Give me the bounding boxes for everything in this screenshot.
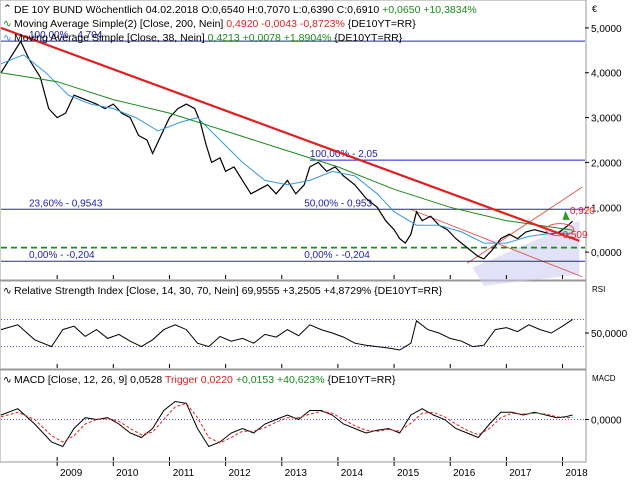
- sma200-values: 0,4920 -0,0043 -0,8723%: [226, 18, 345, 30]
- highlight-ellipse: [545, 223, 575, 237]
- header-change: +0,0650 +10,3834%: [382, 4, 477, 16]
- price-y-tick-label: 2,0000: [591, 158, 622, 169]
- fib-level-label: 50,00% - 0,953: [304, 198, 372, 209]
- sma200-line: [0, 72, 573, 231]
- x-tick-label: 2018: [565, 468, 588, 479]
- sma38-icon: ∿: [3, 32, 12, 44]
- macd-line: [0, 400, 573, 448]
- channel-line-upper: [466, 186, 583, 264]
- svg-text:Moving Average Simple [Close,: Moving Average Simple [Close, 38, Nein] …: [14, 32, 403, 44]
- macd-axis-label: MACD: [592, 374, 616, 383]
- price-label: 0,920: [570, 206, 595, 217]
- sma200-icon: ∿: [3, 18, 12, 30]
- x-tick-label: 2017: [509, 468, 532, 479]
- symbol-title: DE 10Y BUND Wöchentlich: [14, 4, 143, 16]
- macd-panel: 0,0000: [0, 400, 622, 448]
- downtrend-line: [0, 26, 580, 242]
- rsi-icon: ∿: [3, 285, 12, 297]
- macd-panel-frame: [0, 369, 587, 463]
- x-tick-label: 2015: [397, 468, 420, 479]
- sma38-values: 0,4213 +0,0078 +1,8904%: [208, 32, 332, 44]
- x-tick-label: 2011: [173, 468, 195, 479]
- fib-level-label: 23,60% - 0,9543: [29, 198, 103, 209]
- macd-tag: {DE10YT=RR}: [327, 374, 395, 386]
- rsi-panel-frame: [0, 280, 587, 370]
- macd-change: +0,0153 +40,623%: [236, 374, 325, 386]
- price-line: [0, 40, 574, 260]
- macd-trigger: Trigger 0,0220: [165, 374, 233, 386]
- x-tick-label: 2016: [453, 468, 476, 479]
- channel-shade: [472, 220, 580, 286]
- currency-symbol: €: [592, 4, 597, 14]
- macd-title: MACD [Close, 12, 26, 9] 0,0528: [14, 374, 162, 386]
- rsi-line: [0, 318, 573, 351]
- price-panel: 0,0000 1,0000 2,0000 3,0000 4,0000 5,0000 100,…: [0, 24, 622, 286]
- price-y-tick-label: 4,0000: [591, 69, 622, 80]
- sma200-label: Moving Average Simple(2) [Close, 200, Ne…: [14, 18, 223, 30]
- chevron-icon: ⌃: [3, 3, 12, 15]
- macd-header: ∿ MACD [Close, 12, 26, 9] 0,0528 Trigger…: [3, 374, 616, 386]
- price-y-tick-label: 0,0000: [591, 248, 622, 259]
- sma38-line: [0, 54, 573, 244]
- fib-level-label: 0,00% - -0,204: [304, 250, 370, 261]
- header-date: 04.02.2018: [146, 4, 199, 16]
- svg-text:Moving Average Simple(2) [Clos: Moving Average Simple(2) [Close, 200, Ne…: [14, 18, 416, 30]
- x-axis: 2009 2010 2011 2012 2013 2014 2015 2016 2017 2018: [56, 275, 588, 479]
- x-tick-label: 2009: [60, 468, 83, 479]
- price-y-tick-label: 3,0000: [591, 114, 622, 125]
- x-tick-label: 2013: [285, 468, 308, 479]
- trigger-line: [0, 402, 573, 444]
- svg-text:MACD [Close, 12, 26, 9] 0,0528: MACD [Close, 12, 26, 9] 0,0528 Trigger 0…: [14, 374, 396, 386]
- rsi-header: ∿ Relative Strength Index [Close, 14, 30…: [3, 285, 605, 297]
- price-header: ⌃ DE 10Y BUND Wöchentlich 04.02.2018 O:0…: [3, 3, 597, 44]
- rsi-y-tick-label: 50,0000: [591, 329, 628, 340]
- up-arrow-icon: [562, 210, 570, 220]
- rsi-panel: 50,0000: [0, 318, 628, 351]
- price-panel-frame: [0, 0, 587, 281]
- fib-level-label: 0,00% - -0,204: [29, 250, 95, 261]
- sma38-label: Moving Average Simple [Close, 38, Nein]: [14, 32, 205, 44]
- price-label: 0,509: [563, 230, 588, 241]
- sma38-tag: {DE10YT=RR}: [334, 32, 402, 44]
- x-tick-label: 2010: [116, 468, 139, 479]
- x-tick-label: 2014: [341, 468, 364, 479]
- macd-icon: ∿: [3, 374, 12, 386]
- fib-level-label: 100,00% - 4,704: [29, 30, 103, 41]
- macd-y-tick-label: 0,0000: [591, 416, 622, 427]
- svg-text:DE 10Y BUND Wöchentlich 04.02.: DE 10Y BUND Wöchentlich 04.02.2018 O:0,6…: [14, 4, 477, 16]
- price-y-tick-label: 5,0000: [591, 24, 622, 35]
- rsi-title: Relative Strength Index [Close, 14, 30, …: [14, 285, 443, 297]
- header-ohlc: O:0,6540 H:0,7070 L:0,6390 C:0,6910: [201, 4, 379, 16]
- x-tick-label: 2012: [228, 468, 251, 479]
- price-y-tick-label: 1,0000: [591, 203, 622, 214]
- rsi-axis-label: RSI: [592, 285, 605, 294]
- sma200-tag: {DE10YT=RR}: [348, 18, 416, 30]
